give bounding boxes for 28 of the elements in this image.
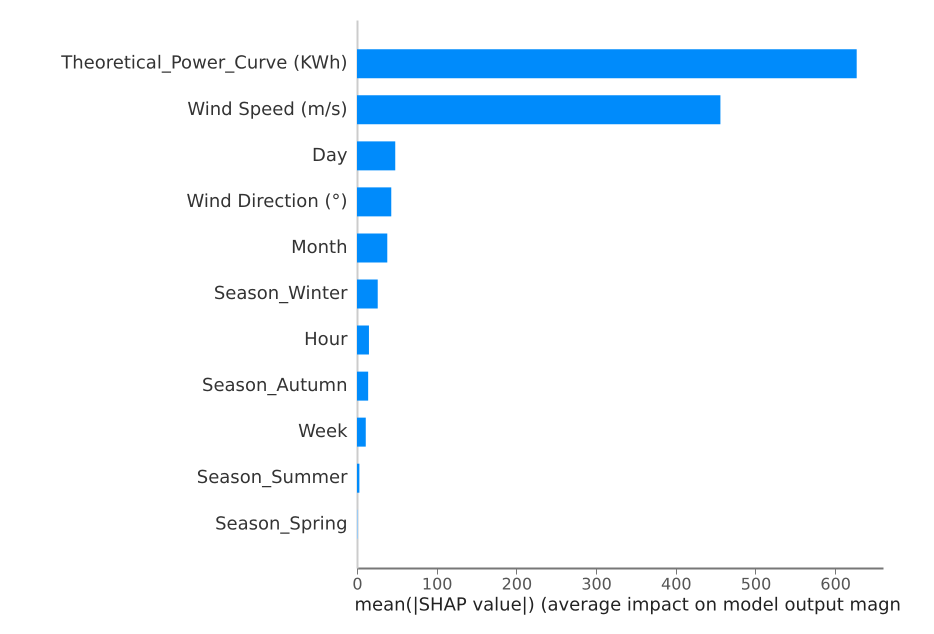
bar	[357, 326, 369, 355]
y-tick-label: Season_Winter	[214, 283, 348, 304]
bar	[357, 187, 392, 216]
y-tick-label: Season_Spring	[215, 513, 348, 534]
bar	[357, 49, 857, 78]
y-tick-label: Hour	[304, 329, 348, 350]
bar	[357, 418, 366, 447]
bar	[357, 372, 368, 401]
y-tick-label: Season_Summer	[196, 467, 348, 488]
x-tick-label: 500	[740, 574, 772, 594]
x-tick-label: 600	[820, 574, 851, 594]
x-tick-label: 400	[661, 574, 692, 594]
x-tick-label: 200	[502, 574, 532, 594]
bar	[357, 141, 396, 170]
bar	[357, 233, 388, 262]
y-tick-label: Month	[291, 236, 348, 258]
y-tick-label: Theoretical_Power_Curve (KWh)	[60, 52, 348, 74]
x-tick-label: 100	[422, 574, 452, 594]
y-tick-label: Day	[312, 144, 348, 166]
y-tick-label: Week	[298, 421, 348, 442]
y-tick-label: Season_Autumn	[202, 375, 348, 396]
x-tick-label: 300	[581, 574, 612, 594]
bar	[357, 279, 378, 309]
x-axis-title: mean(|SHAP value|) (average impact on model output magn	[354, 594, 901, 616]
bar	[357, 95, 720, 124]
y-tick-label: Wind Direction (°)	[186, 190, 348, 212]
y-tick-label: Wind Speed (m/s)	[187, 98, 348, 120]
x-tick-label: 0	[352, 574, 363, 594]
